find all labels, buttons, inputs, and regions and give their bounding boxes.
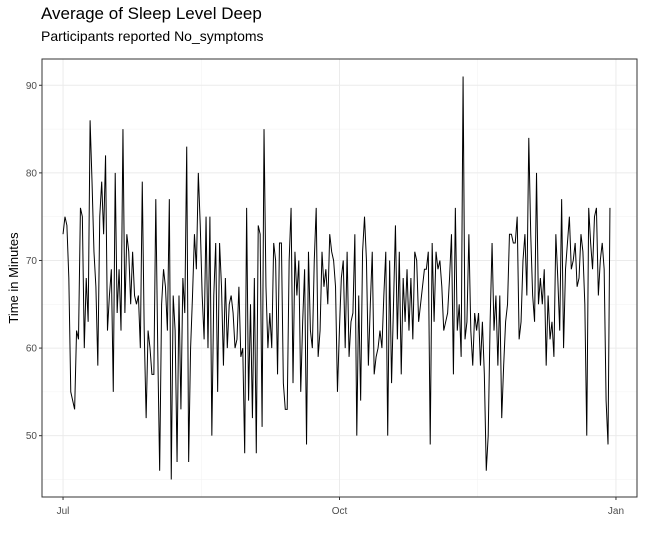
y-axis: 50 60 70 80 90 bbox=[26, 81, 42, 442]
y-tick-label: 70 bbox=[26, 256, 38, 267]
y-tick-label: 90 bbox=[26, 81, 38, 92]
y-tick-label: 80 bbox=[26, 168, 38, 179]
series-line bbox=[62, 76, 611, 480]
y-axis-label: Time in Minutes bbox=[6, 232, 21, 324]
chart-subtitle: Participants reported No_symptoms bbox=[41, 28, 264, 44]
x-tick-label: Oct bbox=[332, 506, 348, 517]
x-tick-label: Jan bbox=[608, 506, 624, 517]
x-axis: Jul Oct Jan bbox=[57, 497, 624, 517]
x-tick-label: Jul bbox=[57, 506, 70, 517]
y-tick-label: 50 bbox=[26, 431, 38, 442]
y-tick-label: 60 bbox=[26, 344, 38, 355]
chart-title: Average of Sleep Level Deep bbox=[41, 4, 262, 23]
